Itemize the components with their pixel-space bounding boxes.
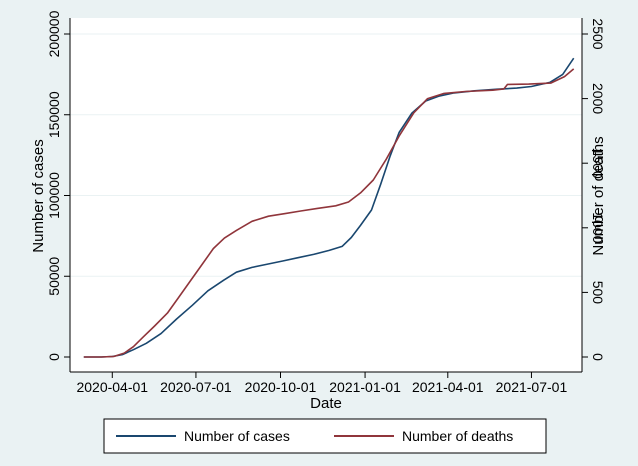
y-axis-left-title: Number of cases [30,139,47,252]
legend-label-cases: Number of cases [184,428,290,444]
x-tick-label: 2021-07-01 [496,379,568,395]
y-right-tick-label: 1500 [590,148,606,179]
series-line-deaths [83,68,575,358]
y-right-tick-label: 2500 [590,18,606,49]
y-right-tick-label: 1000 [590,212,606,243]
y-left-tick-label: 0 [46,353,62,361]
legend: Number of cases Number of deaths [103,418,547,454]
x-axis-title: Date [310,395,342,412]
series-layer [83,57,575,358]
y-axis-right-title: Number of deaths [590,136,607,255]
tick-labels: 0 50000 100000 150000 200000 0 500 1000 1500 2000… [46,10,606,395]
x-tick-label: 2021-01-01 [329,379,401,395]
x-tick-label: 2020-07-01 [160,379,232,395]
y-left-tick-label: 150000 [46,91,62,138]
x-tick-label: 2021-04-01 [412,379,484,395]
axes [64,18,588,378]
y-right-tick-label: 500 [590,281,606,305]
y-right-tick-label: 0 [590,353,606,361]
legend-box [103,418,547,454]
y-right-tick-label: 2000 [590,83,606,114]
x-tick-label: 2020-04-01 [76,379,148,395]
x-tick-label: 2020-10-01 [245,379,317,395]
gridlines [70,33,582,277]
y-left-tick-label: 200000 [46,10,62,57]
y-left-tick-label: 50000 [46,257,62,296]
legend-label-deaths: Number of deaths [402,428,513,444]
y-left-tick-label: 100000 [46,172,62,219]
